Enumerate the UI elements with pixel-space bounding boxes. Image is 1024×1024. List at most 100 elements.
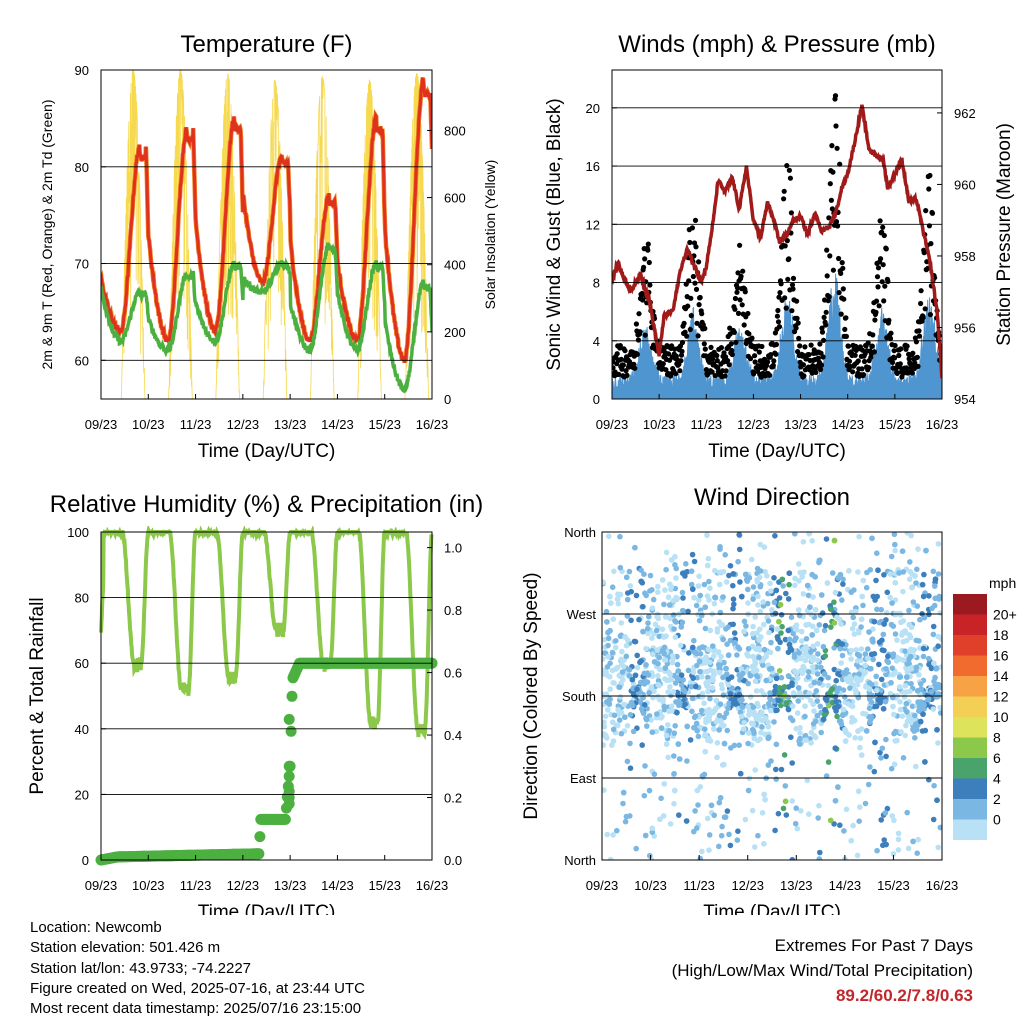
direction-point [816,856,823,860]
gust-point [886,317,892,323]
direction-point [928,665,935,672]
gust-point [701,341,707,347]
gust-point [692,217,699,223]
direction-point [655,583,661,590]
direction-point [800,663,807,670]
gust-point [802,344,808,350]
direction-point [848,647,854,654]
direction-point [797,741,803,747]
direction-point [674,709,680,716]
direction-point [642,832,649,839]
direction-point [638,567,644,573]
direction-point [867,666,873,672]
direction-point [727,691,734,697]
direction-point [814,671,821,677]
direction-point [860,710,866,717]
direction-point [710,677,716,683]
direction-point [765,735,771,742]
direction-point [837,571,844,578]
gust-point [916,328,922,334]
direction-point [811,679,818,686]
pressure-line [612,104,942,379]
direction-point [641,571,647,577]
direction-point [852,608,859,615]
direction-point [909,703,916,710]
y-axis-label: Sonic Wind & Gust (Blue, Black) [544,98,565,370]
gust-point [821,314,827,320]
gust-point [795,320,801,326]
direction-point [790,630,796,637]
gust-point [827,181,833,187]
direction-point [720,692,727,698]
direction-point [667,684,673,690]
direction-point [904,718,911,725]
direction-point [736,742,742,748]
direction-point [832,745,839,751]
gust-point [747,356,754,362]
direction-point [701,581,708,588]
direction-point [899,713,906,719]
gust-point [714,358,720,364]
direction-point [932,576,939,582]
gust-point [926,186,932,192]
direction-point [773,675,780,682]
direction-point [730,582,736,589]
direction-point [866,680,873,686]
direction-point [856,653,863,659]
direction-point [852,735,858,741]
direction-point [825,759,832,765]
direction-point [809,623,816,630]
gust-point [793,325,799,331]
direction-point [610,832,616,838]
gust-point [859,347,866,353]
direction-point [789,798,795,804]
direction-point [902,683,909,689]
y2-tick-label: 0.6 [444,666,462,681]
direction-point [734,837,741,843]
precip-point [283,798,295,810]
gust-point [623,368,629,374]
direction-point [704,562,711,569]
direction-point [799,694,805,700]
gust-point [777,290,783,296]
direction-point [856,671,862,677]
y2-tick-label: 958 [954,249,976,264]
direction-point [854,658,861,664]
direction-point [765,762,772,768]
direction-point [716,712,723,719]
gust-point [677,368,683,374]
gust-point [865,340,871,346]
direction-point [740,726,747,732]
temp-2m-line [101,77,432,363]
direction-point [714,626,721,632]
direction-point [716,727,722,733]
direction-point [795,607,802,613]
direction-point [671,753,677,759]
direction-point [730,605,736,612]
direction-point [750,596,756,602]
gust-point [782,243,788,249]
direction-point [895,847,902,853]
elevation-text: Station elevation: 501.426 m [30,939,221,957]
gust-point [787,175,794,181]
gust-point [880,224,886,230]
y-tick-label: 90 [75,63,89,78]
direction-point [660,813,667,819]
direction-point [643,716,650,723]
x-tick-label: 13/23 [274,417,307,432]
y2-axis-label: Station Pressure (Maroon) [994,123,1015,346]
direction-point [696,597,702,603]
direction-point [803,622,809,628]
direction-point [925,655,932,662]
direction-point [609,649,616,656]
direction-point [870,626,876,632]
direction-point [900,638,907,645]
legend-label: 6 [993,750,1001,766]
direction-point [874,687,880,694]
direction-point [917,616,923,623]
direction-point [877,699,883,706]
direction-point [622,714,628,720]
direction-point [677,642,684,649]
direction-point [834,713,840,720]
direction-point [725,652,732,658]
